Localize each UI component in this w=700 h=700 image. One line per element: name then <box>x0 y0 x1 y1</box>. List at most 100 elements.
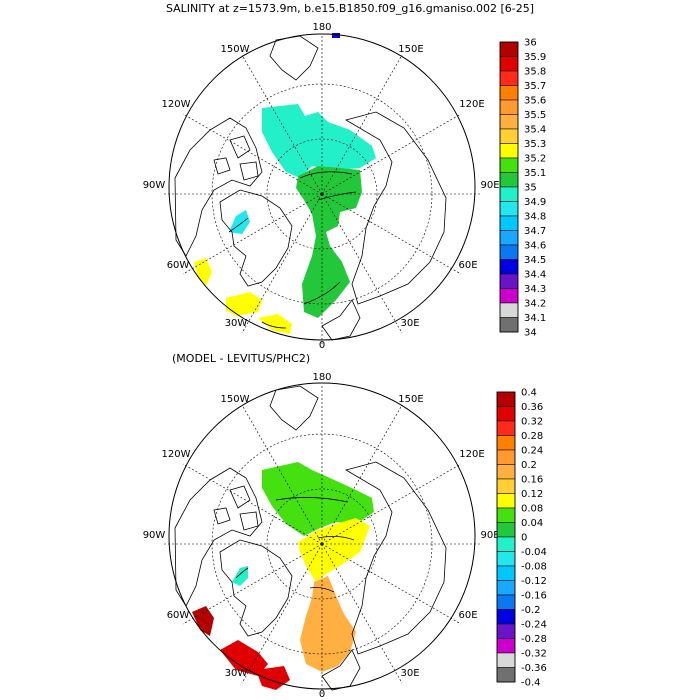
bottom-colorbar-swatch <box>496 420 516 436</box>
bottom-colorbar-tick-label: 0.32 <box>521 417 543 428</box>
top-colorbar-tick-label: 34.5 <box>524 255 546 266</box>
bottom-colorbar-tick-label: -0.12 <box>521 576 547 587</box>
bottom-map-boundary <box>168 382 476 690</box>
top-meridian-150e <box>321 54 403 195</box>
bottom-lon-120e: 120E <box>459 449 484 460</box>
bottom-lon-150e: 150E <box>398 394 423 405</box>
top-colorbar-swatch <box>499 273 519 289</box>
top-lon-30e: 30E <box>400 318 419 329</box>
top-lon-30w: 30W <box>225 318 248 329</box>
top-colorbar-tick-label: 35.4 <box>524 125 546 136</box>
bottom-colorbar: 0.4 0.36 0.32 0.28 0.24 0.2 0.16 0.12 0.08 0.04 0 -… <box>496 388 547 689</box>
bottom-lon-150w: 150W <box>221 394 250 405</box>
top-atlantic-field-1 <box>194 258 212 286</box>
top-contour-2 <box>317 191 357 201</box>
top-map-boundary <box>168 33 476 341</box>
top-colorbar-swatch <box>499 70 519 86</box>
bottom-colorbar-tick-label: -0.36 <box>521 663 547 674</box>
bottom-pacific-field <box>262 462 374 536</box>
top-contour-3 <box>303 281 341 305</box>
top-colorbar-tick-label: 34.4 <box>524 270 546 281</box>
top-meridian-30w <box>241 193 323 334</box>
top-colorbar-swatch <box>499 114 519 130</box>
top-lon-60e: 60E <box>458 260 477 271</box>
bottom-atlantic-field-2 <box>256 666 290 690</box>
top-colorbar-swatch <box>499 143 519 159</box>
top-colorbar-tick-label: 35 <box>524 183 537 194</box>
bottom-colorbar-swatch <box>496 580 516 596</box>
bottom-lon-120w: 120W <box>162 449 191 460</box>
top-colorbar-swatch <box>499 172 519 188</box>
bottom-colorbar-swatch <box>496 478 516 494</box>
top-pacific-field <box>262 104 376 178</box>
top-coast-greenland <box>219 189 293 287</box>
bottom-colorbar-swatch <box>496 594 516 610</box>
bottom-meridian-30e <box>321 543 403 684</box>
bottom-labrador-field <box>192 606 214 636</box>
bottom-colorbar-swatch <box>496 449 516 465</box>
top-title: SALINITY at z=1573.9m, b.e15.B1850.f09_g… <box>166 2 534 15</box>
top-lon-90e: 90E <box>480 180 499 191</box>
bottom-colorbar-tick-label: 0.4 <box>521 388 537 399</box>
bottom-coast-scandinavia <box>321 649 361 691</box>
bottom-coast-islands <box>213 485 259 531</box>
bottom-colorbar-swatch <box>496 391 516 407</box>
bottom-contour-4 <box>235 567 249 579</box>
bottom-colorbar-tick-label: -0.04 <box>521 547 547 558</box>
top-colorbar-tick-label: 34.7 <box>524 226 546 237</box>
top-lon-150w: 150W <box>221 44 250 55</box>
top-coast-alaska <box>269 35 319 81</box>
bottom-meridian-60e <box>321 543 462 625</box>
top-colorbar-tick-label: 34.9 <box>524 197 546 208</box>
top-colorbar-swatch <box>499 259 519 275</box>
top-meridian-30e <box>321 193 403 334</box>
top-colorbar-swatch <box>499 288 519 304</box>
bottom-coast-eurasia <box>344 461 447 655</box>
bottom-meridian-60w <box>182 543 323 625</box>
top-colorbar-tick-label: 34.8 <box>524 212 546 223</box>
top-colorbar-swatch <box>499 186 519 202</box>
bottom-colorbar-tick-label: -0.16 <box>521 591 547 602</box>
bottom-colorbar-tick-label: -0.2 <box>521 605 541 616</box>
bottom-coast-alaska <box>269 385 319 431</box>
bottom-colorbar-swatch <box>496 667 516 683</box>
bottom-colorbar-swatch <box>496 565 516 581</box>
top-colorbar-tick-label: 35.5 <box>524 110 546 121</box>
top-lon-120w: 120W <box>162 99 191 110</box>
top-colorbar-swatch <box>499 302 519 318</box>
top-colorbar-swatch <box>499 85 519 101</box>
bottom-colorbar-tick-label: 0.28 <box>521 431 543 442</box>
top-contour-4 <box>228 217 249 233</box>
bottom-colorbar-swatch <box>496 406 516 422</box>
top-colorbar-tick-label: 34.3 <box>524 284 546 295</box>
top-coast-islands <box>213 135 259 181</box>
bottom-colorbar-tick-label: 0.12 <box>521 489 543 500</box>
bottom-colorbar-tick-label: -0.32 <box>521 649 547 660</box>
bottom-meridian-120e <box>321 463 462 545</box>
bottom-colorbar-swatch <box>496 435 516 451</box>
top-colorbar-tick-label: 35.3 <box>524 139 546 150</box>
top-colorbar-swatch <box>499 215 519 231</box>
bottom-lon-60w: 60W <box>167 610 190 621</box>
top-colorbar-swatch <box>499 41 519 57</box>
bottom-colorbar-tick-label: -0.24 <box>521 620 547 631</box>
top-colorbar: 36 35.9 35.8 35.7 35.6 35.5 35.4 35.3 35.2 35.1 35… <box>499 38 546 339</box>
top-lon-180: 180 <box>312 22 331 33</box>
top-contour-5 <box>261 321 287 329</box>
top-colorbar-tick-label: 34.1 <box>524 313 546 324</box>
bottom-coast-greenland <box>219 539 293 637</box>
top-colorbar-tick-label: 35.8 <box>524 67 546 78</box>
top-meridian-150w <box>241 54 323 195</box>
bottom-meridian-150e <box>321 404 403 545</box>
top-meridian-120e <box>321 113 462 195</box>
bottom-colorbar-swatch <box>496 536 516 552</box>
top-colorbar-tick-label: 35.9 <box>524 52 546 63</box>
top-colorbar-swatch <box>499 201 519 217</box>
bottom-nordic-field <box>300 576 356 672</box>
top-map: 180 150W 150E 120W 120E 90W 90E 60W 60E … <box>143 22 500 351</box>
top-pole-patch <box>332 33 340 38</box>
top-colorbar-swatch <box>499 99 519 115</box>
bottom-colorbar-swatch <box>496 623 516 639</box>
bottom-latitude-80 <box>266 488 378 600</box>
